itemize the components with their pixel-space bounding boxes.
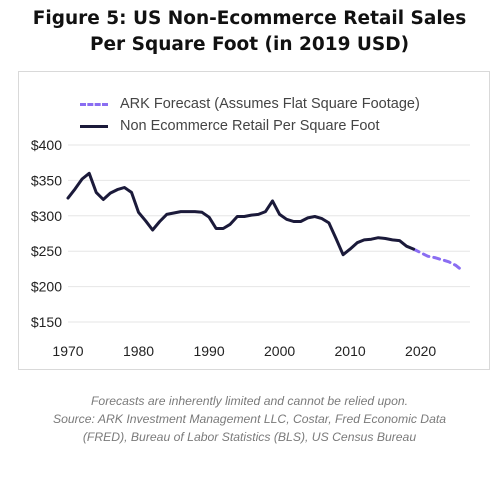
footnote-source-line-1: Source: ARK Investment Management LLC, C… — [52, 412, 447, 426]
legend-item-historical: Non Ecommerce Retail Per Square Foot — [80, 115, 420, 137]
forecast-series-line — [412, 247, 465, 273]
y-tick-label: $300 — [31, 208, 62, 224]
chart-legend: ARK Forecast (Assumes Flat Square Footag… — [80, 93, 420, 137]
y-tick-label: $350 — [31, 172, 62, 188]
x-tick-label: 2020 — [405, 343, 436, 359]
chart-title-line-1: Figure 5: US Non-Ecommerce Retail Sales — [32, 8, 467, 29]
historical-series-line — [66, 171, 416, 257]
y-tick-label: $150 — [31, 314, 62, 330]
legend-label-forecast: ARK Forecast (Assumes Flat Square Footag… — [120, 96, 420, 112]
legend-item-forecast: ARK Forecast (Assumes Flat Square Footag… — [80, 93, 420, 115]
y-tick-label: $250 — [31, 243, 62, 259]
chart-title: Figure 5: US Non-Ecommerce Retail Sales … — [0, 6, 499, 58]
x-tick-label: 1990 — [193, 343, 224, 359]
x-tick-label: 2010 — [335, 343, 366, 359]
legend-swatch-historical — [80, 124, 108, 128]
chart-title-line-2: Per Square Foot (in 2019 USD) — [89, 34, 410, 55]
x-tick-label: 1970 — [52, 343, 83, 359]
footnote-source-line-2: (FRED), Bureau of Labor Statistics (BLS)… — [82, 430, 417, 444]
chart-card — [18, 71, 490, 370]
legend-label-historical: Non Ecommerce Retail Per Square Foot — [120, 118, 380, 134]
x-tick-label: 1980 — [123, 343, 154, 359]
legend-swatch-forecast — [80, 102, 108, 106]
y-tick-label: $200 — [31, 279, 62, 295]
y-tick-label: $400 — [31, 137, 62, 153]
chart-footnote: Forecasts are inherently limited and can… — [0, 392, 499, 446]
x-tick-label: 2000 — [264, 343, 295, 359]
footnote-disclaimer: Forecasts are inherently limited and can… — [90, 394, 409, 408]
